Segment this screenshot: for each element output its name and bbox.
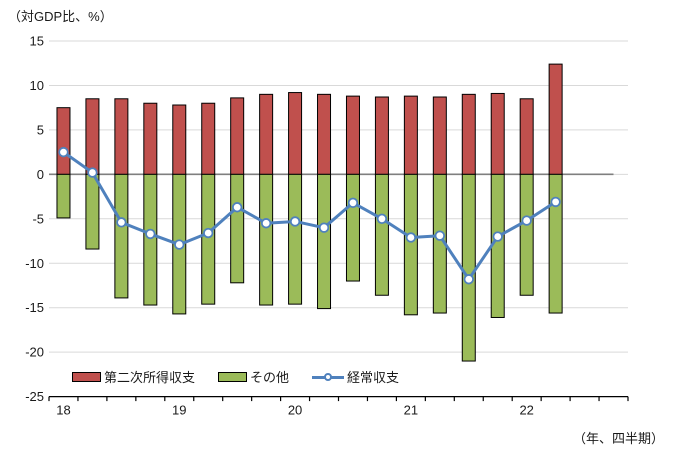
y-axis-unit-label: （対GDP比、%）	[8, 9, 113, 24]
bar-secondary-income	[143, 102, 158, 175]
bar-secondary-income	[56, 107, 71, 175]
bar-secondary-income	[403, 95, 418, 175]
current-account-line-marker-icon	[312, 371, 345, 383]
bar-secondary-income	[259, 93, 274, 175]
y-tick-label: -5	[32, 211, 44, 226]
x-tick-label: 21	[404, 403, 418, 418]
line-current-account	[61, 150, 558, 281]
bar-other	[56, 173, 71, 219]
bar-secondary-income	[490, 92, 505, 175]
bar-secondary-income	[461, 93, 476, 175]
y-tick-label: 10	[30, 78, 44, 93]
y-tick-label: -20	[25, 345, 44, 360]
marker-current-account	[145, 228, 156, 240]
marker-current-account	[58, 146, 69, 158]
bar-secondary-income	[230, 97, 245, 175]
legend-label-other: その他	[250, 370, 290, 385]
bar-other	[259, 173, 274, 306]
y-tick-label: -15	[25, 300, 44, 315]
bar-other	[345, 173, 360, 282]
marker-current-account	[231, 202, 243, 213]
marker-current-account	[87, 167, 98, 178]
legend: 第二次所得収支 その他 経常収支	[72, 367, 399, 386]
marker-current-account	[289, 216, 301, 227]
y-tick-label: -25	[25, 389, 44, 404]
marker-current-account	[203, 227, 214, 239]
marker-current-account	[174, 239, 185, 250]
bar-other	[403, 173, 418, 316]
bar-secondary-income	[201, 102, 216, 175]
marker-current-account	[376, 213, 388, 225]
bar-secondary-income	[432, 96, 447, 175]
bar-other	[548, 173, 563, 314]
bar-secondary-income	[114, 98, 129, 175]
legend-item-secondary-income: 第二次所得収支	[72, 367, 195, 386]
bar-other	[85, 173, 100, 250]
y-tick-label: 5	[37, 122, 44, 137]
x-tick-label: 18	[56, 403, 70, 418]
marker-current-account	[463, 274, 474, 285]
marker-current-account	[492, 231, 503, 242]
bar-other	[519, 173, 534, 296]
bar-secondary-income	[172, 104, 187, 175]
marker-current-account	[318, 222, 330, 233]
bar-secondary-income	[519, 98, 534, 175]
marker-current-account	[434, 230, 446, 241]
y-tick-label: -10	[25, 256, 44, 271]
bar-secondary-income	[345, 95, 360, 175]
bar-secondary-income	[85, 98, 100, 175]
bar-other	[201, 173, 216, 305]
bar-secondary-income	[374, 96, 389, 175]
bar-other	[374, 173, 389, 296]
legend-label-secondary-income: 第二次所得収支	[104, 370, 196, 385]
x-tick-label: 22	[519, 403, 533, 418]
bar-other	[317, 173, 332, 310]
other-swatch-icon	[218, 371, 248, 382]
bar-secondary-income	[317, 93, 332, 175]
bar-other	[461, 173, 476, 362]
legend-item-current-account: 経常収支	[312, 367, 399, 386]
legend-item-other: その他	[218, 367, 289, 386]
bar-secondary-income	[548, 63, 563, 175]
marker-current-account	[405, 232, 417, 243]
bar-other	[143, 173, 158, 306]
bar-other	[288, 173, 303, 305]
marker-current-account	[347, 197, 359, 208]
marker-current-account	[521, 215, 532, 226]
x-axis-unit-label: （年、四半期）	[572, 431, 664, 446]
legend-label-current-account: 経常収支	[347, 370, 400, 385]
marker-current-account	[260, 218, 272, 229]
bar-secondary-income	[288, 92, 303, 175]
bar-other	[230, 173, 245, 284]
y-tick-label: 15	[30, 34, 44, 49]
marker-current-account	[116, 217, 127, 228]
secondary-income-swatch-icon	[72, 371, 101, 382]
y-tick-label: 0	[37, 167, 44, 182]
marker-current-account	[550, 196, 561, 208]
x-tick-label: 20	[288, 403, 302, 418]
bar-other	[114, 173, 129, 299]
x-tick-label: 19	[172, 403, 186, 418]
